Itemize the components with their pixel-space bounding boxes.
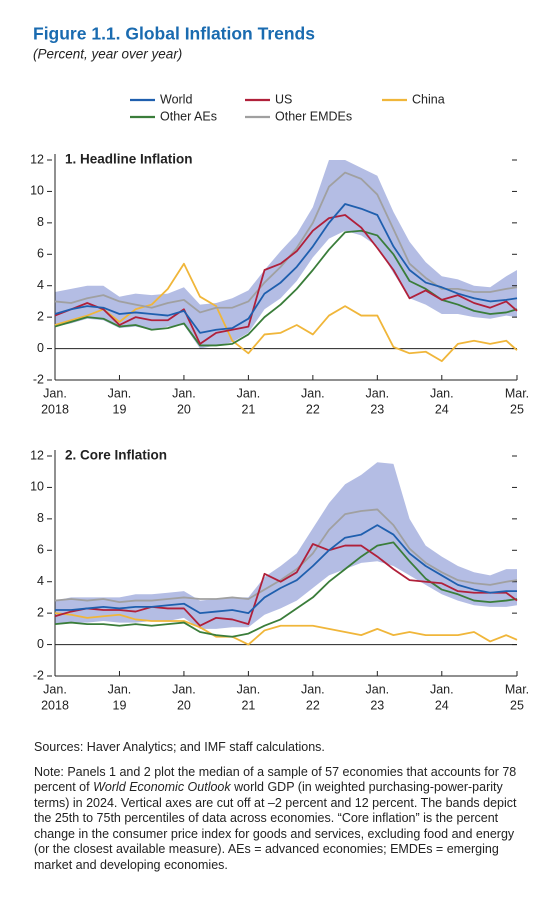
x-tick-label: Jan. [237, 386, 261, 400]
x-tick-label: 24 [435, 698, 449, 712]
series-line [54, 541, 518, 638]
x-tick-label: Jan. [108, 682, 132, 696]
figure: Figure 1.1. Global Inflation Trends (Per… [30, 24, 529, 713]
x-tick-label: Mar. [505, 682, 529, 696]
y-tick-label: 0 [37, 341, 44, 355]
y-tick-label: -2 [33, 372, 44, 386]
x-tick-label: 20 [177, 402, 191, 416]
x-tick-label: 19 [113, 402, 127, 416]
x-tick-label: 22 [306, 402, 320, 416]
legend-label: China [412, 92, 445, 106]
y-tick-label: 6 [37, 543, 44, 557]
x-tick-label: Jan. [301, 682, 325, 696]
x-tick-label: Jan. [172, 682, 196, 696]
note-italic: World Economic Outlook [93, 780, 231, 794]
x-tick-label: Jan. [430, 682, 454, 696]
x-tick-label: Jan. [237, 682, 261, 696]
panel-title: 2. Core Inflation [65, 448, 167, 463]
x-tick-label: 25 [510, 698, 524, 712]
band [55, 462, 517, 629]
legend-label: US [275, 92, 292, 106]
x-tick-label: 23 [370, 698, 384, 712]
x-tick-label: 2018 [41, 698, 69, 712]
series-line [54, 508, 518, 604]
series-line [54, 229, 518, 347]
figure-subtitle: (Percent, year over year) [33, 47, 182, 62]
legend-label: World [160, 92, 192, 106]
x-tick-label: 2018 [41, 402, 69, 416]
x-tick-label: 23 [370, 402, 384, 416]
x-tick-label: 25 [510, 402, 524, 416]
x-tick-label: 20 [177, 698, 191, 712]
panel-title: 1. Headline Inflation [65, 152, 193, 167]
series-line [54, 214, 518, 345]
y-tick-label: 4 [37, 278, 44, 292]
y-tick-label: 12 [30, 152, 44, 166]
y-tick-label: 2 [37, 605, 44, 619]
x-tick-label: 21 [241, 698, 255, 712]
x-tick-label: Jan. [172, 386, 196, 400]
series-line [54, 543, 518, 627]
y-tick-label: 10 [30, 480, 44, 494]
y-tick-label: 6 [37, 247, 44, 261]
x-tick-label: Jan. [430, 386, 454, 400]
legend-label: Other AEs [160, 109, 217, 123]
y-tick-label: 0 [37, 637, 44, 651]
y-tick-label: -2 [33, 668, 44, 682]
y-tick-label: 4 [37, 574, 44, 588]
x-tick-label: 21 [241, 402, 255, 416]
series-line [54, 262, 518, 363]
x-tick-label: 22 [306, 698, 320, 712]
y-tick-label: 2 [37, 309, 44, 323]
series-line [54, 612, 518, 646]
sources: Sources: Haver Analytics; and IMF staff … [34, 740, 325, 754]
note: Note: Panels 1 and 2 plot the median of … [34, 765, 520, 874]
series-line [55, 524, 517, 615]
series-line [54, 203, 518, 334]
x-tick-label: 19 [113, 698, 127, 712]
x-tick-label: Jan. [43, 682, 67, 696]
y-tick-label: 8 [37, 215, 44, 229]
legend-label: Other EMDEs [275, 109, 352, 123]
notes: Sources: Haver Analytics; and IMF staff … [34, 740, 520, 882]
y-tick-label: 8 [37, 511, 44, 525]
band [55, 160, 517, 349]
figure-title: Figure 1.1. Global Inflation Trends [33, 24, 315, 44]
y-tick-label: 12 [30, 448, 44, 462]
x-tick-label: Mar. [505, 386, 529, 400]
note-text: Note: Panels 1 and 2 plot the median of … [34, 764, 517, 795]
y-tick-label: 10 [30, 184, 44, 198]
x-tick-label: Jan. [366, 386, 390, 400]
x-tick-label: Jan. [366, 682, 390, 696]
note-text: world GDP (in weighted purchasing-power-… [34, 780, 517, 872]
x-tick-label: Jan. [108, 386, 132, 400]
x-tick-label: Jan. [301, 386, 325, 400]
x-tick-label: Jan. [43, 386, 67, 400]
x-tick-label: 24 [435, 402, 449, 416]
